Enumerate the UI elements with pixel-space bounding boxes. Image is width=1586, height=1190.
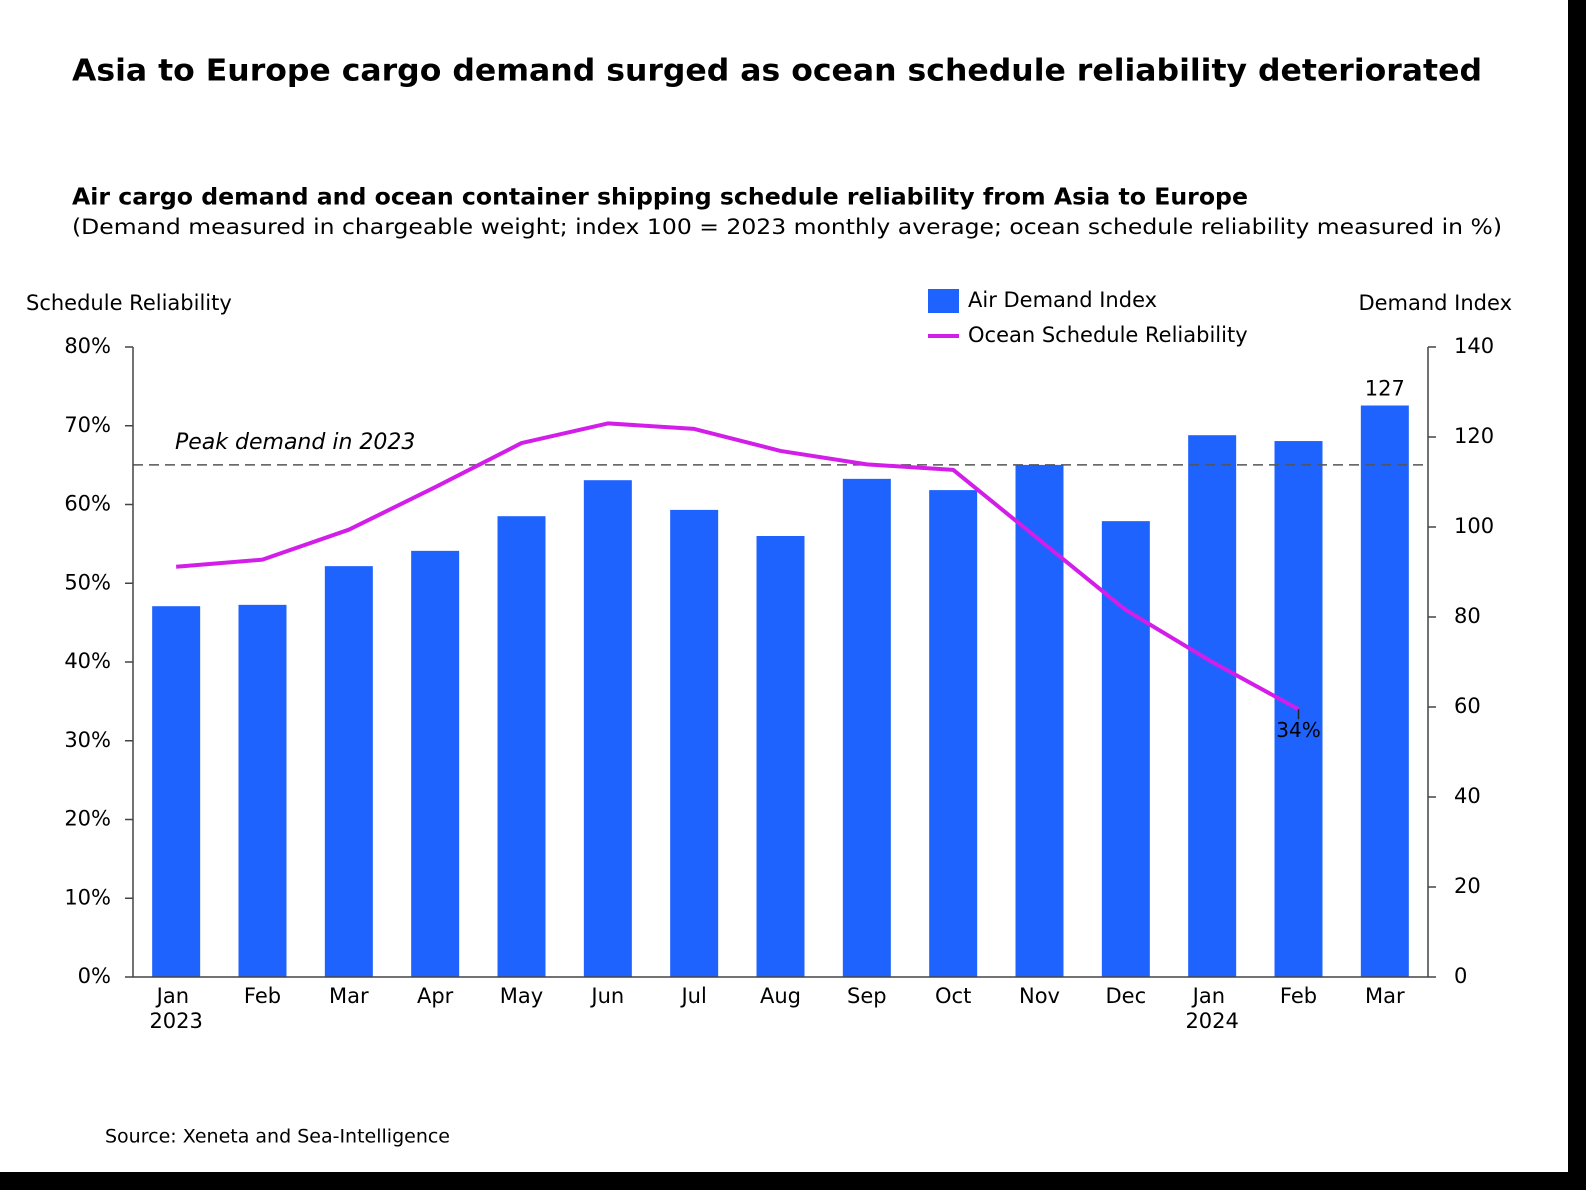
x-tick-label: Jan 2024 <box>1185 984 1238 1033</box>
bar <box>152 606 201 977</box>
y-tick-label: 30% <box>64 728 111 752</box>
bar <box>1360 405 1409 977</box>
x-tick-label: Apr <box>417 984 454 1008</box>
y-axis-title: Schedule Reliability <box>26 291 232 315</box>
y-tick-label: 60% <box>64 492 111 516</box>
bar-value-label: 127 <box>1365 377 1405 401</box>
y2-tick-label: 20 <box>1454 874 1481 898</box>
bar <box>497 516 546 977</box>
y-tick-label: 20% <box>64 807 111 831</box>
y2-tick-label: 60 <box>1454 694 1481 718</box>
legend-swatch <box>928 289 959 313</box>
bar <box>1015 464 1064 977</box>
x-tick-label: Feb <box>1280 984 1317 1008</box>
y-tick-label: 50% <box>64 570 111 594</box>
bar <box>1188 435 1237 977</box>
line-value-label: 34% <box>1276 718 1320 742</box>
x-tick-label: Mar <box>1365 984 1405 1008</box>
y-tick-label: 10% <box>64 885 111 909</box>
bar <box>670 509 719 977</box>
x-tick-label: Mar <box>329 984 369 1008</box>
bar <box>929 490 978 977</box>
x-tick-label: May <box>500 984 543 1008</box>
legend-label: Ocean Schedule Reliability <box>968 323 1248 347</box>
x-tick-label: Jul <box>679 984 706 1008</box>
x-tick-label: Dec <box>1106 984 1147 1008</box>
x-tick-label: Sep <box>847 984 887 1008</box>
y-tick-label: 0% <box>78 964 111 988</box>
y-tick-label: 80% <box>64 334 111 358</box>
y2-axis-title: Demand Index <box>1358 291 1512 315</box>
source: Source: Xeneta and Sea-Intelligence <box>105 1126 450 1148</box>
bar <box>842 478 891 977</box>
bar <box>238 604 287 977</box>
y2-tick-label: 140 <box>1454 334 1494 358</box>
bar <box>756 536 805 977</box>
x-tick-label: Nov <box>1019 984 1060 1008</box>
x-tick-label: Jan 2023 <box>149 984 202 1033</box>
x-tick-label: Oct <box>935 984 971 1008</box>
y-tick-label: 70% <box>64 413 111 437</box>
y-tick-label: 40% <box>64 649 111 673</box>
y2-tick-label: 120 <box>1454 424 1494 448</box>
chart-subtitle: Air cargo demand and ocean container shi… <box>72 185 1248 211</box>
bar <box>583 480 632 977</box>
y2-tick-label: 80 <box>1454 604 1481 628</box>
bar <box>411 550 460 977</box>
x-tick-label: Jun <box>589 984 624 1008</box>
legend-label: Air Demand Index <box>968 288 1157 312</box>
bar <box>1101 521 1150 977</box>
reference-label: Peak demand in 2023 <box>175 430 415 455</box>
y2-tick-label: 100 <box>1454 514 1494 538</box>
chart-note: (Demand measured in chargeable weight; i… <box>72 215 1502 239</box>
y2-tick-label: 0 <box>1454 964 1467 988</box>
x-tick-label: Feb <box>244 984 281 1008</box>
bar <box>324 566 373 977</box>
y2-tick-label: 40 <box>1454 784 1481 808</box>
x-tick-label: Aug <box>760 984 801 1008</box>
chart-title: Asia to Europe cargo demand surged as oc… <box>72 54 1482 89</box>
line <box>176 421 1300 712</box>
